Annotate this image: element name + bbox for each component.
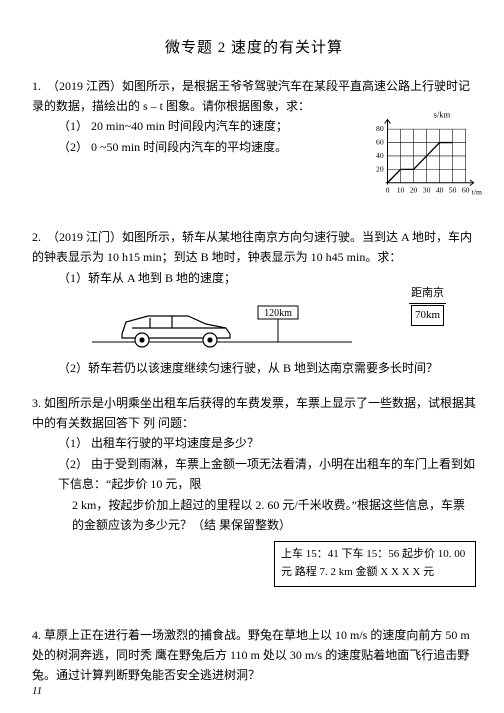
q1-chart: s/km 20 40 60 80 0 10 — [362, 110, 482, 200]
sign-b: 距南京 70km — [409, 284, 446, 325]
car-drawing: 120km — [92, 292, 352, 352]
q3-part2b: 2 km，按起步价加上超过的里程以 2. 60 元/千米收费。”根据这些信息，车… — [32, 495, 476, 536]
q4-stem-text: 草原上正在进行着一场激烈的捕食战。野兔在草地上以 10 m/s 的速度向前方 5… — [32, 628, 470, 683]
chart-ylabel: s/km — [433, 110, 450, 120]
receipt-line2: 元 路程 7. 2 km 金额 X X X X 元 — [281, 564, 469, 582]
q4-stem: 4. 草原上正在进行着一场激烈的捕食战。野兔在草地上以 10 m/s 的速度向前… — [32, 625, 476, 686]
receipt-line1: 上车 15：41 下车 15：56 起步价 10. 00 — [281, 546, 469, 564]
question-3: 3. 如图所示是小明乘坐出租车后获得的车费发票，车票上显示了一些数据，试根据其中… — [32, 393, 476, 587]
xtick: 50 — [449, 185, 457, 194]
xtick: 30 — [423, 185, 431, 194]
xtick: 20 — [410, 185, 418, 194]
sign-a: 120km — [258, 306, 298, 342]
q3-stem: 3. 如图所示是小明乘坐出租车后获得的车费发票，车票上显示了一些数据，试根据其中… — [32, 393, 476, 434]
sign-b-text: 70km — [411, 305, 444, 326]
xtick: 60 — [462, 185, 470, 194]
ytick: 20 — [376, 164, 384, 173]
q3-part2a: （2） 由于受到雨淋，车票上金额一项无法看清，小明在出租车的车门上看到如下信息：… — [32, 454, 476, 495]
q2-figure: 120km 距南京 70km — [92, 292, 476, 354]
question-2: 2. （2019 江门）如图所示，轿车从某地往南京方向匀速行驶。当到达 A 地时… — [32, 227, 476, 379]
page-title: 微专题 2 速度的有关计算 — [32, 36, 476, 62]
sign-b-label: 距南京 — [409, 284, 446, 304]
question-1: 1. （2019 江西）如图所示，是根据王爷爷驾驶汽车在某段平直高速公路上行驶时… — [32, 76, 476, 214]
q2-stem: 2. （2019 江门）如图所示，轿车从某地往南京方向匀速行驶。当到达 A 地时… — [32, 227, 476, 268]
page-number: 11 — [32, 682, 42, 701]
xtick: 10 — [397, 185, 405, 194]
q3-part1: （1） 出租车行驶的平均速度是多少？ — [32, 433, 476, 453]
xtick: 0 — [386, 185, 390, 194]
xtick: 40 — [436, 185, 444, 194]
q2-part2: （2）轿车若仍以该速度继续匀速行驶，从 B 地到达南京需要多长时间？ — [32, 358, 476, 378]
q3-stem-text: 如图所示是小明乘坐出租车后获得的车费发票，车票上显示了一些数据，试根据其中的有关… — [32, 396, 476, 430]
ytick: 60 — [376, 137, 384, 146]
question-4: 4. 草原上正在进行着一场激烈的捕食战。野兔在草地上以 10 m/s 的速度向前… — [32, 625, 476, 686]
sign-a-text: 120km — [264, 308, 292, 319]
ytick: 80 — [376, 124, 384, 133]
q2-stem-text: （2019 江门）如图所示，轿车从某地往南京方向匀速行驶。当到达 A 地时，车内… — [32, 230, 472, 264]
ytick: 40 — [376, 150, 384, 159]
q1-stem-text: （2019 江西）如图所示，是根据王爷爷驾驶汽车在某段平直高速公路上行驶时记录的… — [32, 79, 470, 113]
receipt-box: 上车 15：41 下车 15：56 起步价 10. 00 元 路程 7. 2 k… — [274, 541, 476, 586]
chart-xlabel: t/min — [472, 187, 482, 196]
chart-line — [388, 142, 453, 182]
